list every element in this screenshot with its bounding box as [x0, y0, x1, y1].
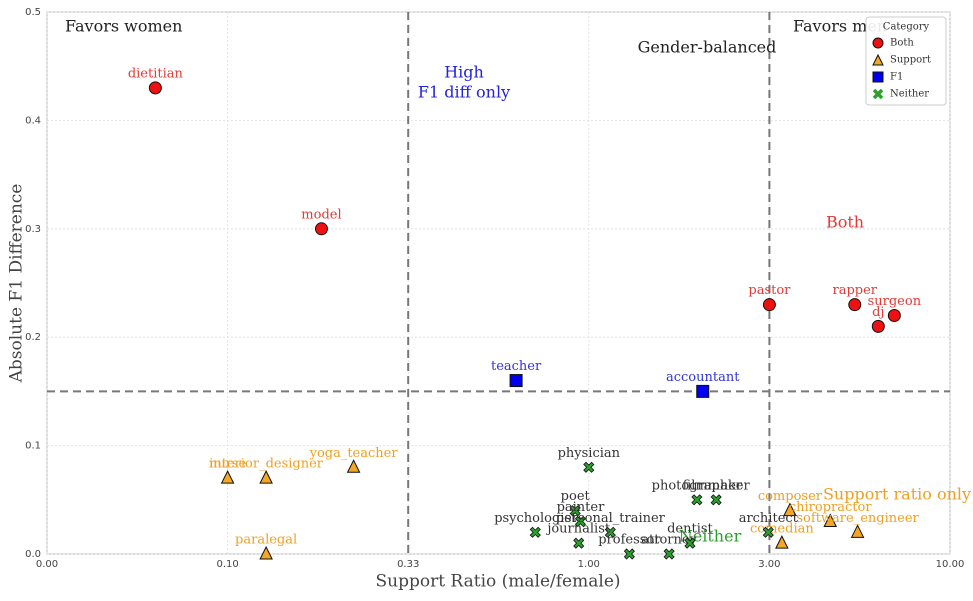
legend-marker — [872, 88, 884, 100]
x-tick-label: 10.00 — [936, 559, 965, 570]
annotation: Both — [826, 213, 864, 232]
point — [259, 545, 273, 560]
annotation: F1 diff only — [418, 83, 510, 102]
x-tick-label: 1.00 — [578, 559, 600, 570]
point-label: pastor — [748, 283, 791, 298]
annotation: Gender-balanced — [638, 38, 777, 57]
x-tick-label: 0.33 — [397, 559, 419, 570]
point-label: teacher — [491, 359, 542, 374]
legend-marker — [872, 53, 884, 66]
point-label: nurse — [209, 457, 247, 472]
y-tick-label: 0.3 — [25, 224, 41, 235]
legend-marker — [872, 37, 884, 49]
point-label: composer — [758, 489, 823, 504]
point — [346, 459, 361, 473]
point-label: journalist — [545, 522, 611, 537]
point-label: model — [301, 207, 341, 222]
point — [871, 319, 885, 333]
point-label: poet — [561, 489, 591, 504]
point — [783, 502, 797, 517]
point — [762, 526, 774, 538]
point-label: personal_trainer — [556, 511, 666, 526]
point-label: painter — [557, 500, 606, 515]
point-label: paralegal — [235, 533, 297, 548]
point — [775, 535, 789, 549]
point — [583, 461, 595, 473]
point-label: yoga_teacher — [309, 446, 399, 461]
point — [762, 298, 776, 312]
point — [509, 374, 523, 388]
point-label: accountant — [666, 370, 740, 385]
point-label: software_engineer — [796, 511, 919, 526]
y-tick-label: 0.1 — [25, 441, 41, 452]
point-label: dj — [872, 305, 884, 320]
annotation: Support ratio only — [823, 485, 971, 504]
point — [569, 505, 581, 517]
x-tick-label: 0.00 — [36, 559, 58, 570]
point — [710, 494, 722, 506]
legend-title: Category — [883, 22, 930, 33]
point — [314, 222, 328, 236]
legend-marker — [872, 71, 884, 83]
point — [823, 513, 838, 527]
plot-area — [46, 11, 951, 555]
point — [148, 81, 162, 95]
point-label: architect — [739, 511, 799, 526]
x-tick-label: 0.10 — [216, 559, 238, 570]
point — [573, 537, 585, 549]
point — [850, 524, 865, 538]
y-tick-label: 0.4 — [25, 115, 41, 126]
point — [259, 470, 273, 484]
point — [574, 515, 587, 528]
legend-label: Both — [890, 38, 914, 49]
x-axis-label: Support Ratio (male/female) — [375, 572, 620, 592]
point-label: chiropractor — [789, 500, 872, 515]
point-label: dietitian — [128, 66, 184, 81]
point-label: rapper — [833, 283, 878, 298]
x-tick-label: 3.00 — [758, 559, 780, 570]
point — [663, 548, 675, 560]
legend-box — [865, 16, 947, 106]
point — [220, 470, 235, 484]
point — [684, 537, 696, 549]
point — [887, 309, 901, 323]
y-tick-label: 0.5 — [25, 7, 41, 18]
y-axis-label: Absolute F1 Difference — [7, 184, 27, 384]
legend-label: Support — [890, 55, 931, 66]
annotation: Favors women — [65, 17, 182, 36]
point-label: physician — [558, 446, 621, 461]
point-label: surgeon — [868, 294, 922, 309]
point-label: photographer — [652, 478, 743, 493]
point-label: professor — [598, 533, 661, 548]
point-label: attorney — [641, 533, 697, 548]
point — [529, 526, 541, 538]
point-label: psychologist — [494, 511, 577, 526]
point-label: interior_designer — [209, 457, 324, 472]
point-label: filmmaker — [683, 478, 751, 493]
point — [848, 298, 862, 312]
annotation: Favors men — [793, 17, 887, 36]
legend: Category Both Support F1 Neither — [865, 16, 947, 106]
point — [623, 548, 635, 560]
y-tick-label: 0.0 — [25, 549, 41, 560]
point — [691, 494, 703, 506]
point — [604, 526, 616, 538]
legend-label: Neither — [890, 89, 929, 100]
legend-label: F1 — [890, 72, 903, 83]
annotation: High — [444, 63, 484, 82]
y-tick-label: 0.2 — [25, 332, 41, 343]
point-label: dentist — [667, 522, 713, 537]
point — [696, 384, 710, 398]
